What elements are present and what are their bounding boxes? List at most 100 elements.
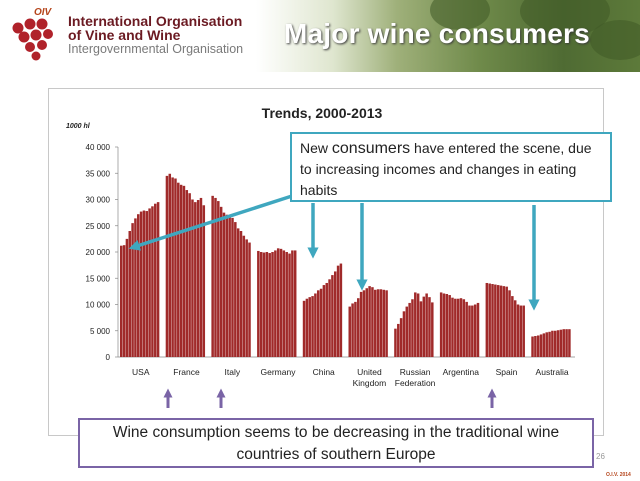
bar (562, 329, 565, 357)
bar (522, 305, 525, 357)
bar (139, 211, 143, 357)
bar (508, 290, 511, 357)
bar (328, 279, 331, 357)
bar (359, 291, 363, 357)
bar (134, 218, 137, 357)
bar (293, 250, 297, 357)
y-tick-label: 10 000 (86, 301, 111, 310)
bar (128, 231, 131, 357)
slide-header: OIV International Organisation of Vine a… (0, 0, 640, 72)
bar (257, 250, 260, 357)
teal-arrow-to-usa (128, 194, 293, 251)
bar (234, 222, 237, 357)
bar (568, 329, 571, 357)
bar (456, 298, 460, 357)
bar (419, 301, 423, 357)
bar (376, 289, 380, 357)
bar (382, 289, 386, 357)
bar (448, 295, 451, 357)
bar (288, 253, 291, 357)
bar (316, 290, 320, 357)
bar (179, 184, 183, 357)
bar (336, 265, 340, 357)
bar (502, 286, 506, 358)
bar (137, 214, 140, 357)
bar (385, 290, 388, 357)
bar (302, 300, 306, 357)
y-tick-label: 20 000 (86, 248, 111, 257)
bar (431, 302, 434, 357)
bar (473, 304, 477, 357)
bar (239, 231, 243, 357)
slide-title: Major wine consumers (284, 18, 590, 49)
bar (559, 329, 563, 357)
bar (505, 286, 508, 357)
bar (428, 297, 431, 357)
bar (542, 333, 546, 358)
bar (485, 282, 489, 357)
new-consumers-callout: New consumers have entered the scene, du… (290, 132, 612, 202)
bar (131, 223, 134, 358)
org-name-line2: of Vine and Wine (68, 27, 181, 43)
bar (374, 289, 377, 357)
bar (536, 335, 540, 357)
x-category-label: United (357, 367, 382, 377)
bar (154, 203, 157, 357)
bar (556, 330, 560, 357)
bar (519, 305, 523, 357)
bar (217, 201, 220, 357)
bar (305, 298, 309, 357)
y-axis-unit-label: 1000 hl (66, 123, 91, 130)
organisation-name: International Organisation of Vine and W… (68, 14, 243, 56)
bar (408, 302, 411, 357)
bar (202, 205, 206, 357)
bar (242, 235, 246, 357)
bar (214, 197, 217, 357)
bar (322, 285, 326, 357)
bar (551, 330, 554, 357)
bar (476, 302, 480, 357)
bar (211, 195, 214, 357)
bar (471, 305, 474, 357)
bar (171, 177, 174, 357)
org-name-line3: Intergovernmental Organisation (68, 42, 244, 56)
bar (348, 306, 351, 357)
bar (191, 199, 194, 357)
x-category-label: Italy (225, 367, 241, 377)
bar (494, 284, 497, 357)
bar (516, 304, 520, 357)
bar (465, 301, 468, 358)
bar (357, 298, 360, 357)
bar (325, 282, 328, 357)
bar (188, 193, 191, 357)
x-category-label: Spain (496, 367, 518, 377)
bar (185, 190, 189, 357)
bar (120, 245, 123, 357)
bar (308, 297, 311, 357)
bar (333, 271, 337, 357)
bar (331, 275, 334, 357)
bar (274, 250, 277, 357)
bar (442, 293, 446, 357)
y-tick-label: 5 000 (90, 327, 111, 336)
bar (122, 245, 126, 357)
oiv-logo-text: OIV (34, 7, 53, 18)
bar (405, 306, 409, 357)
bar (371, 287, 374, 357)
callout-text-start: New (300, 140, 332, 156)
bar (402, 311, 406, 357)
bar (151, 206, 154, 357)
bar (182, 185, 186, 357)
bar (228, 215, 231, 357)
chart-title: Trends, 2000-2013 (262, 105, 383, 121)
bar (339, 263, 343, 357)
x-category-label: Kingdom (353, 378, 387, 388)
bar (282, 250, 286, 357)
bar (285, 252, 288, 357)
bar (248, 242, 251, 357)
x-category-label: Federation (395, 378, 436, 388)
bar (268, 253, 271, 357)
y-tick-label: 35 000 (86, 169, 111, 178)
org-name-line1: International Organisation (68, 13, 243, 29)
